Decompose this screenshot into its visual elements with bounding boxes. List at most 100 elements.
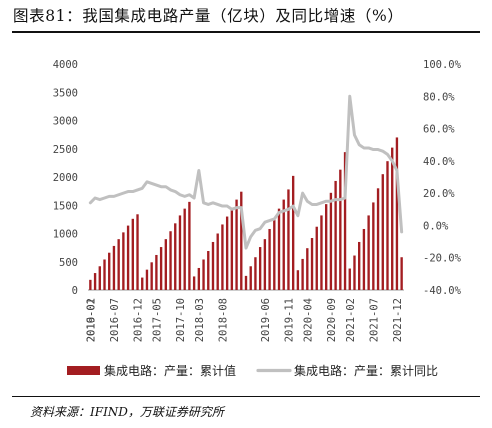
bar (169, 231, 172, 290)
x-tick-label: 2016-12 (133, 298, 145, 342)
y-left-tick-label: 2000 (53, 172, 78, 184)
source-note: 资料来源：IFIND，万联证券研究所 (30, 405, 224, 419)
y-left-tick-label: 4000 (53, 59, 78, 71)
bar (334, 180, 337, 290)
y-left-tick-label: 3000 (53, 116, 78, 128)
bar (282, 199, 285, 290)
y-left-tick-label: 0 (72, 285, 78, 297)
bar (207, 251, 210, 290)
bar (211, 241, 215, 290)
bar (164, 239, 167, 290)
x-tick-label: 2021-07 (368, 298, 380, 342)
bar (329, 192, 333, 290)
bar (93, 273, 97, 290)
x-tick-label: 2017-10 (175, 298, 187, 342)
line-path (88, 94, 404, 250)
bar (150, 262, 153, 290)
y-right-tick-label: 20.0% (423, 188, 455, 200)
y-right-tick-label: 0.0% (423, 220, 449, 232)
bar (141, 277, 144, 290)
x-tick-label: 2018-03 (194, 298, 206, 342)
bar (188, 201, 191, 290)
bar (325, 204, 328, 290)
bar (320, 215, 323, 290)
bar (244, 275, 248, 291)
bar (192, 276, 196, 290)
bar (263, 239, 267, 290)
bar (159, 247, 163, 290)
x-tick-label: 2020-04 (302, 298, 314, 342)
y-left-tick-label: 1500 (53, 200, 78, 212)
bar (372, 202, 375, 290)
x-tick-label: 2020-09 (326, 298, 338, 342)
y-right-tick-label: 80.0% (423, 91, 455, 103)
bar (155, 254, 158, 290)
source-rule (12, 396, 480, 397)
bar (254, 257, 257, 290)
bar (348, 268, 351, 290)
bar (296, 270, 300, 290)
bar (249, 266, 252, 290)
legend-bar-swatch (67, 366, 100, 375)
bar (395, 137, 399, 290)
bar (131, 218, 134, 290)
x-tick-label: 2021-02 (345, 298, 357, 342)
x-tick-label: 2019-06 (260, 298, 272, 342)
y-left-tick-label: 500 (59, 257, 78, 269)
bar (216, 233, 219, 290)
bar (343, 152, 347, 290)
bar (358, 241, 361, 290)
bar (258, 247, 262, 290)
bar (221, 224, 224, 290)
bar (287, 189, 290, 290)
bar (273, 218, 276, 290)
y-right-tick-label: -40.0% (423, 285, 462, 297)
bar (315, 226, 318, 290)
y-right-tick-label: -20.0% (423, 253, 462, 265)
bar (145, 269, 149, 290)
bar (178, 215, 182, 290)
bar (381, 174, 384, 290)
x-tick-label: 2019-11 (283, 298, 295, 342)
tick-labels: 4000 3500 3000 2500 2000 1500 1000 500 0 100.0% 80… (53, 59, 462, 342)
bar (291, 175, 295, 290)
bar (230, 207, 234, 290)
x-tick-label: 2016-02 (85, 298, 97, 342)
y-right-tick-label: 100.0% (423, 59, 462, 71)
bar (197, 267, 201, 290)
x-tick-label: 2018-08 (217, 298, 229, 342)
bar (339, 169, 342, 290)
x-tick-label: 2021-12 (392, 298, 404, 342)
bar (174, 223, 177, 290)
line-series (88, 94, 404, 250)
x-tick-label: 2019-01 (85, 298, 97, 342)
legend: 集成电路：产量：累计值 集成电路：产量：累计同比 (67, 363, 438, 378)
bar (183, 208, 186, 290)
bar (301, 258, 304, 290)
bar (235, 199, 238, 290)
bar (362, 228, 366, 290)
x-tick-label: 2017-05 (151, 298, 163, 342)
bar (202, 259, 205, 290)
bar (240, 191, 243, 290)
bar (108, 252, 111, 290)
y-left-tick-label: 2500 (53, 144, 78, 156)
bar (89, 279, 92, 290)
bar (367, 215, 370, 290)
bar (400, 257, 403, 290)
bar-series (89, 137, 403, 291)
bar (103, 259, 106, 290)
y-left-tick-label: 1000 (53, 229, 78, 241)
y-right-tick-label: 60.0% (423, 124, 455, 136)
bar (122, 232, 125, 290)
x-tick-label: 2016-07 (109, 298, 121, 342)
bar (112, 245, 116, 290)
bar (376, 188, 380, 290)
bar (391, 147, 394, 290)
bar (277, 208, 281, 290)
legend-bar-label: 集成电路：产量：累计值 (104, 363, 236, 378)
legend-line-label: 集成电路：产量：累计同比 (294, 363, 438, 378)
y-left-tick-label: 3500 (53, 87, 78, 99)
bar (310, 238, 314, 290)
y-right-tick-label: 40.0% (423, 156, 455, 168)
